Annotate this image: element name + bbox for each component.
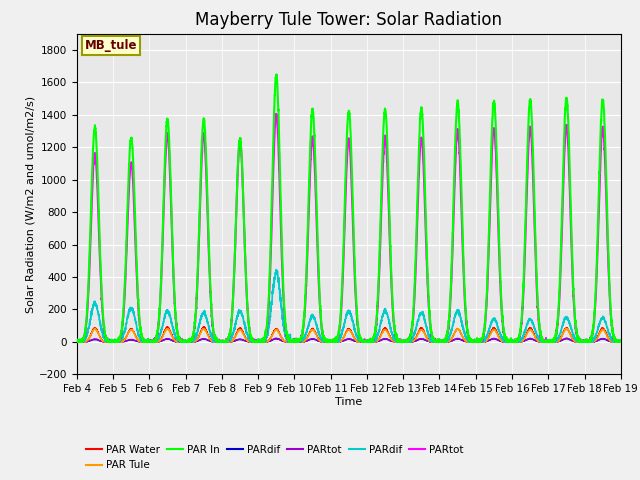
- X-axis label: Time: Time: [335, 397, 362, 407]
- Title: Mayberry Tule Tower: Solar Radiation: Mayberry Tule Tower: Solar Radiation: [195, 11, 502, 29]
- Legend: PAR Water, PAR Tule, PAR In, PARdif, PARtot, PARdif, PARtot: PAR Water, PAR Tule, PAR In, PARdif, PAR…: [82, 441, 468, 475]
- Y-axis label: Solar Radiation (W/m2 and umol/m2/s): Solar Radiation (W/m2 and umol/m2/s): [26, 96, 36, 312]
- Text: MB_tule: MB_tule: [85, 39, 138, 52]
